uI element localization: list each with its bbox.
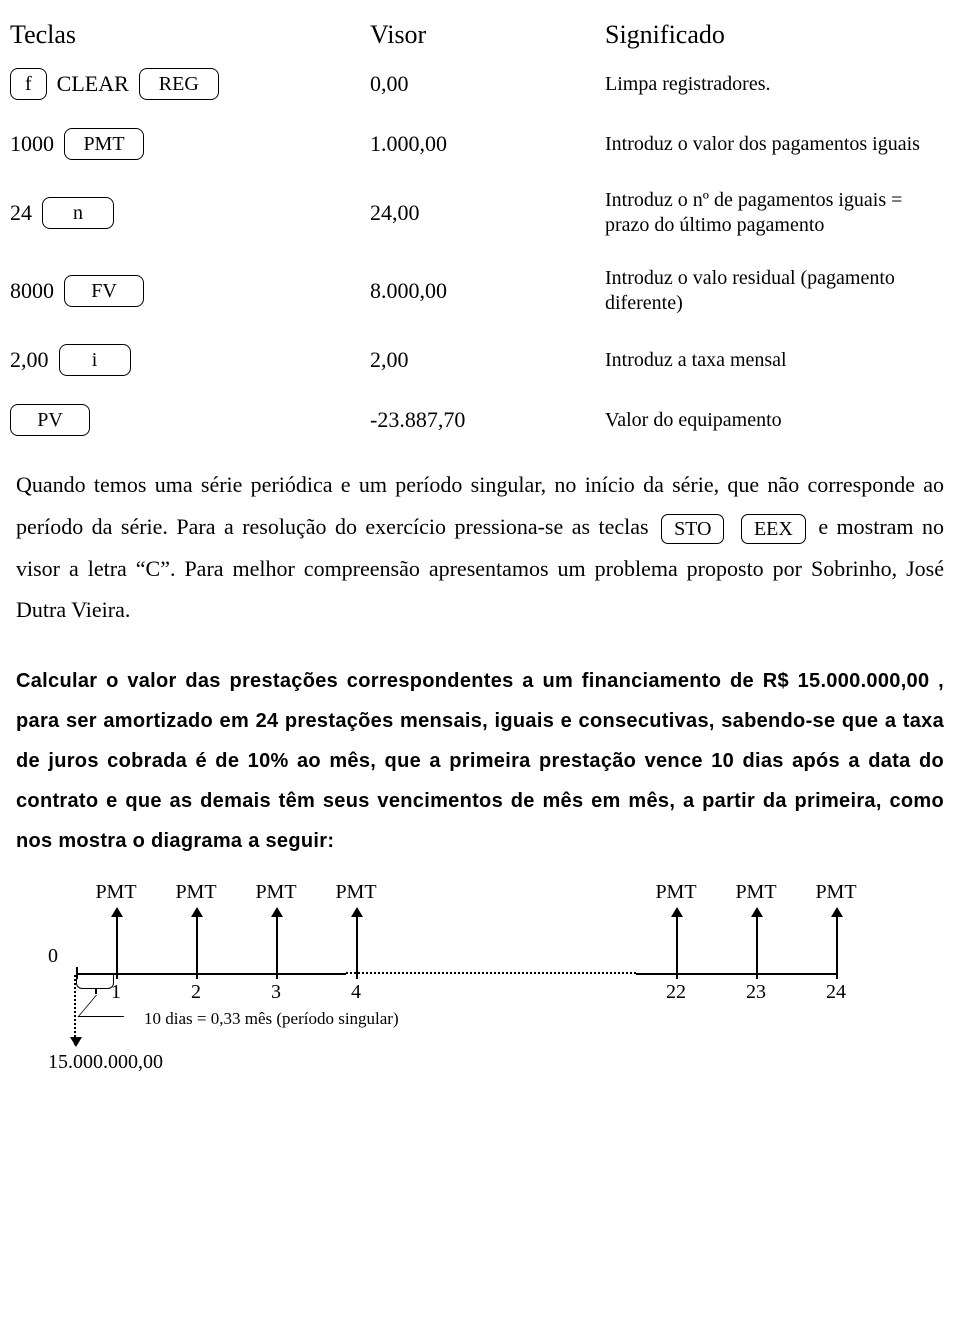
pre-number: 1000 xyxy=(10,131,54,157)
key-sto: STO xyxy=(661,514,724,544)
teclas-cell: 8000 FV xyxy=(10,275,370,307)
arrow-up-icon xyxy=(836,909,838,973)
arrow-up-icon xyxy=(196,909,198,973)
visor-cell: 1.000,00 xyxy=(370,131,605,157)
arrow-up-icon xyxy=(676,909,678,973)
diagram-note-connector xyxy=(78,995,142,1017)
diagram-pmt-label: PMT xyxy=(735,881,776,904)
cashflow-diagram: 0 10 dias = 0,33 mês (período singular) … xyxy=(16,881,950,1101)
pre-number: 8000 xyxy=(10,278,54,304)
paragraph-periodic-series: Quando temos uma série periódica e um pe… xyxy=(16,464,944,631)
diagram-period-number: 4 xyxy=(351,981,361,1004)
diagram-pmt-label: PMT xyxy=(175,881,216,904)
diagram-period-number: 23 xyxy=(746,981,766,1004)
key-pv: PV xyxy=(10,404,90,436)
teclas-cell: 2,00 i xyxy=(10,344,370,376)
rows-container: f CLEAR REG 0,00Limpa registradores. 1000 PMT… xyxy=(10,68,950,436)
teclas-cell: PV xyxy=(10,404,370,436)
visor-cell: 8.000,00 xyxy=(370,278,605,304)
problem-statement: Calcular o valor das prestações correspo… xyxy=(16,661,944,861)
visor-cell: -23.887,70 xyxy=(370,407,605,433)
visor-cell: 0,00 xyxy=(370,71,605,97)
diagram-pmt-label: PMT xyxy=(255,881,296,904)
key-fv: FV xyxy=(64,275,144,307)
table-row: 24 n 24,00Introduz o nº de pagamentos igua… xyxy=(10,188,950,238)
diagram-tick xyxy=(836,967,838,979)
visor-cell: 2,00 xyxy=(370,347,605,373)
arrow-up-icon xyxy=(356,909,358,973)
header-visor: Visor xyxy=(370,20,605,50)
diagram-down-arrow xyxy=(74,975,76,1045)
teclas-cell: 24 n xyxy=(10,197,370,229)
table-row: 1000 PMT 1.000,00Introduz o valor dos paga… xyxy=(10,128,950,160)
visor-cell: 24,00 xyxy=(370,200,605,226)
key-pmt: PMT xyxy=(64,128,144,160)
diagram-pmt-label: PMT xyxy=(655,881,696,904)
significado-cell: Introduz o valor dos pagamentos iguais xyxy=(605,132,950,157)
table-row: PV -23.887,70Valor do equipamento xyxy=(10,404,950,436)
diagram-period-number: 2 xyxy=(191,981,201,1004)
diagram-pmt-label: PMT xyxy=(815,881,856,904)
diagram-period-number: 3 xyxy=(271,981,281,1004)
significado-cell: Introduz a taxa mensal xyxy=(605,348,950,373)
diagram-line-dots xyxy=(346,972,636,974)
diagram-period-number: 1 xyxy=(111,981,121,1004)
significado-cell: Introduz o valo residual (pagamento dife… xyxy=(605,266,950,316)
key-eex: EEX xyxy=(741,514,806,544)
key-clear: CLEAR xyxy=(57,71,129,97)
diagram-tick xyxy=(196,967,198,979)
key-f: f xyxy=(10,68,47,100)
teclas-cell: 1000 PMT xyxy=(10,128,370,160)
diagram-pmt-label: PMT xyxy=(95,881,136,904)
diagram-brace xyxy=(76,973,114,989)
table-row: 2,00i2,00Introduz a taxa mensal xyxy=(10,344,950,376)
diagram-tick xyxy=(276,967,278,979)
table-row: 8000 FV 8.000,00Introduz o valo residual (… xyxy=(10,266,950,316)
diagram-zero: 0 xyxy=(48,945,58,968)
diagram-tick xyxy=(676,967,678,979)
significado-cell: Limpa registradores. xyxy=(605,72,950,97)
arrow-up-icon xyxy=(116,909,118,973)
table-header: Teclas Visor Significado xyxy=(10,20,950,50)
diagram-line-right xyxy=(636,973,836,975)
key-reg: REG xyxy=(139,68,219,100)
arrow-up-icon xyxy=(756,909,758,973)
pre-number: 2,00 xyxy=(10,347,49,373)
diagram-tick xyxy=(356,967,358,979)
header-significado: Significado xyxy=(605,20,950,50)
diagram-pmt-label: PMT xyxy=(335,881,376,904)
header-teclas: Teclas xyxy=(10,20,370,50)
key-i: i xyxy=(59,344,131,376)
significado-cell: Introduz o nº de pagamentos iguais = pra… xyxy=(605,188,950,238)
key-n: n xyxy=(42,197,114,229)
significado-cell: Valor do equipamento xyxy=(605,408,950,433)
diagram-tick xyxy=(116,967,118,979)
pre-number: 24 xyxy=(10,200,32,226)
diagram-note: 10 dias = 0,33 mês (período singular) xyxy=(144,1009,399,1029)
diagram-period-number: 24 xyxy=(826,981,846,1004)
arrow-up-icon xyxy=(276,909,278,973)
diagram-period-number: 22 xyxy=(666,981,686,1004)
teclas-cell: f CLEAR REG xyxy=(10,68,370,100)
diagram-tick xyxy=(756,967,758,979)
diagram-principal: 15.000.000,00 xyxy=(48,1051,163,1074)
table-row: f CLEAR REG 0,00Limpa registradores. xyxy=(10,68,950,100)
